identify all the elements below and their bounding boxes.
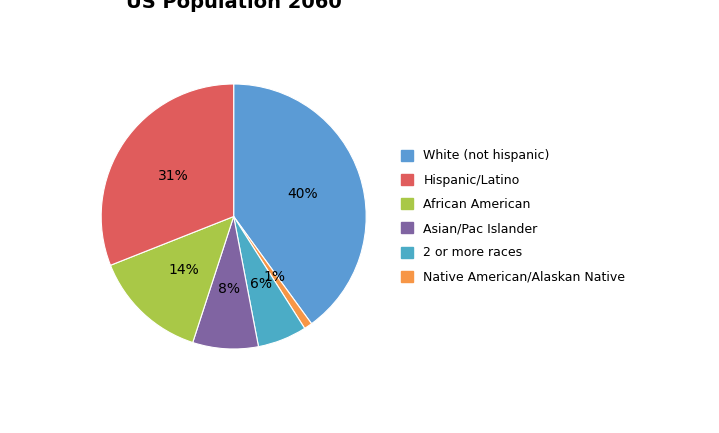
Title: US Population 2060: US Population 2060	[126, 0, 342, 12]
Text: 6%: 6%	[249, 277, 272, 291]
Wedge shape	[193, 216, 259, 349]
Legend: White (not hispanic), Hispanic/Latino, African American, Asian/Pac Islander, 2 o: White (not hispanic), Hispanic/Latino, A…	[395, 144, 631, 289]
Text: 14%: 14%	[168, 263, 199, 277]
Text: 40%: 40%	[288, 187, 319, 201]
Wedge shape	[234, 216, 311, 328]
Text: 1%: 1%	[264, 270, 285, 284]
Wedge shape	[111, 216, 234, 343]
Text: 8%: 8%	[218, 282, 240, 296]
Text: 31%: 31%	[158, 168, 189, 183]
Wedge shape	[101, 84, 234, 265]
Wedge shape	[234, 216, 305, 347]
Wedge shape	[234, 84, 366, 324]
